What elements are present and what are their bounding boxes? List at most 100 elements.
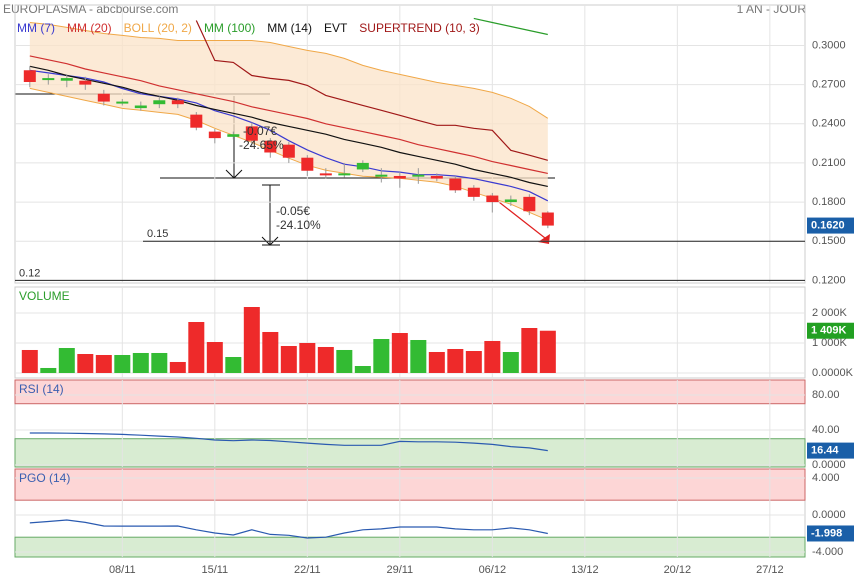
candle-body [264, 140, 277, 153]
candle-body [171, 100, 184, 105]
candle-body [190, 114, 203, 128]
volume-bar [539, 330, 556, 373]
volume-bar [299, 342, 316, 373]
candle-body [356, 162, 369, 170]
candle-body [116, 101, 129, 104]
x-tick-label: 06/12 [479, 564, 507, 576]
x-tick-label: 27/12 [756, 564, 784, 576]
candle-body [467, 187, 480, 197]
panel-frame [14, 4, 806, 284]
legend-entry: SUPERTREND (10, 3) [359, 21, 479, 35]
y-tick-label: 0.1800 [812, 196, 846, 208]
volume-bar [58, 348, 75, 373]
volume-bar [188, 322, 205, 373]
x-tick-label: 29/11 [386, 564, 413, 576]
indicator-line [29, 65, 548, 187]
volume-bar [169, 361, 186, 373]
candle-body [134, 105, 147, 109]
overbought-zone [14, 468, 806, 501]
indicator-line [29, 432, 548, 452]
candle-body [42, 78, 55, 81]
legend-entry: BOLL (20, 2) [124, 21, 192, 35]
volume-bar [391, 333, 408, 373]
volume-bar [225, 357, 242, 373]
level-label: 0.15 [147, 228, 168, 240]
candle-body [319, 173, 332, 176]
candle-body [23, 70, 36, 83]
candle-body [245, 126, 258, 141]
volume-bar [151, 352, 168, 373]
annotation: -24.65% [239, 138, 284, 152]
volume-bar [132, 352, 149, 373]
y-tick-label: 0.0000 [812, 459, 846, 471]
volume-bar [317, 346, 334, 373]
y-tick-label: 40.00 [812, 424, 840, 436]
candle-body [208, 131, 221, 139]
candle-body [523, 196, 536, 212]
y-tick-label: -4.000 [812, 546, 843, 558]
last-value-box [807, 322, 854, 339]
candle-body [541, 212, 554, 226]
volume-bar [502, 351, 519, 373]
y-tick-label: 0.0000 [812, 509, 846, 521]
legend-entry: MM (100) [204, 21, 255, 35]
volume-bar [40, 367, 57, 373]
y-tick-label: 0.1500 [812, 235, 846, 247]
candle-body [393, 175, 406, 179]
oversold-zone [14, 438, 806, 468]
volume-bar [428, 351, 445, 373]
panel-title: PGO (14) [19, 471, 70, 485]
legend-entry: EVT [324, 21, 348, 35]
chart-subtitle: 1 AN - JOUR [737, 2, 807, 16]
panel-title: VOLUME [19, 289, 70, 303]
candle-body [486, 195, 499, 203]
volume-bar [447, 348, 464, 373]
overbought-zone [14, 379, 806, 405]
last-value-box [807, 442, 854, 459]
indicator-line [195, 20, 548, 161]
volume-bar [280, 345, 297, 373]
y-tick-label: 80.00 [812, 389, 840, 401]
candle-body [60, 78, 73, 81]
candle-body [79, 80, 92, 85]
volume-bar [410, 339, 427, 373]
legend-entry: MM (7) [17, 21, 55, 35]
y-tick-label: 1 000K [812, 337, 848, 349]
last-value-box [807, 217, 854, 234]
x-tick-label: 22/11 [294, 564, 321, 576]
last-value-label: 16.44 [811, 445, 839, 457]
candle-body [227, 134, 240, 137]
last-value-label: 0.1620 [811, 219, 845, 231]
candle-body [449, 178, 462, 191]
indicator-line [29, 55, 548, 174]
x-tick-label: 13/12 [571, 564, 599, 576]
y-tick-label: 0.0000K [812, 367, 854, 379]
volume-bar [21, 349, 38, 373]
volume-bar [336, 349, 353, 373]
candle-body [301, 157, 314, 171]
bollinger-upper [29, 22, 549, 119]
volume-bar [114, 354, 131, 373]
x-tick-label: 20/12 [664, 564, 692, 576]
y-tick-label: 4.000 [812, 472, 840, 484]
volume-bar [465, 351, 482, 373]
x-tick-label: 08/11 [109, 564, 136, 576]
volume-bar [262, 331, 279, 373]
panel-frame [14, 286, 806, 379]
last-value-label: 1 409K [811, 325, 847, 337]
level-label: 0.12 [19, 267, 40, 279]
legend-entry: MM (14) [267, 21, 312, 35]
last-value-box [807, 525, 854, 542]
annotation: -0.05€ [276, 204, 310, 218]
y-tick-label: 0.1200 [812, 274, 846, 286]
y-tick-label: 0.2700 [812, 79, 846, 91]
volume-bar [521, 328, 538, 373]
last-value-label: -1.998 [811, 527, 842, 539]
volume-bar [77, 354, 94, 373]
indicator-line [473, 17, 548, 36]
volume-bar [206, 342, 223, 373]
candle-body [504, 199, 517, 203]
annotation: -0.07€ [243, 124, 277, 138]
volume-bar [484, 340, 501, 373]
